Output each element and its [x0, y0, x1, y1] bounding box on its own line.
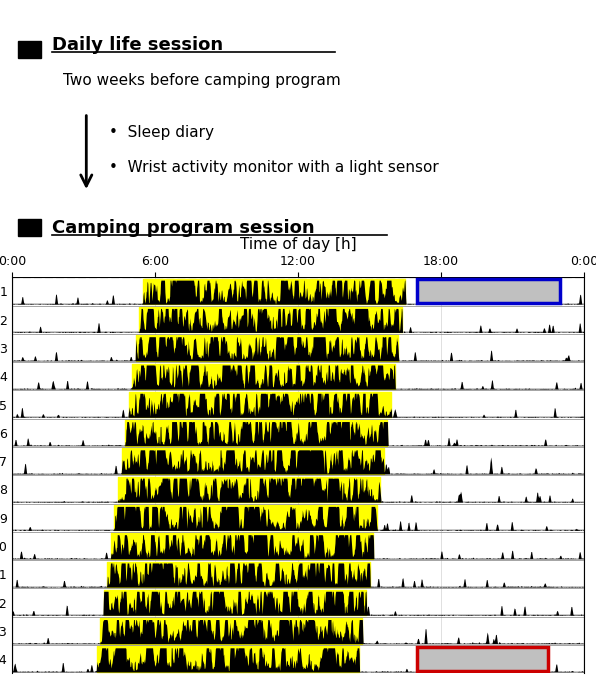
Text: Daily life session: Daily life session	[52, 36, 223, 54]
Text: Camping program session: Camping program session	[52, 218, 315, 237]
Text: •  Sleep diary: • Sleep diary	[109, 125, 214, 140]
Bar	[417, 280, 560, 304]
Bar	[18, 41, 41, 58]
Bar	[18, 219, 41, 236]
Bar	[417, 647, 548, 671]
Text: Two weeks before camping program: Two weeks before camping program	[63, 73, 341, 88]
X-axis label: Time of day [h]: Time of day [h]	[240, 237, 356, 252]
Text: •  Wrist activity monitor with a light sensor: • Wrist activity monitor with a light se…	[109, 159, 439, 174]
